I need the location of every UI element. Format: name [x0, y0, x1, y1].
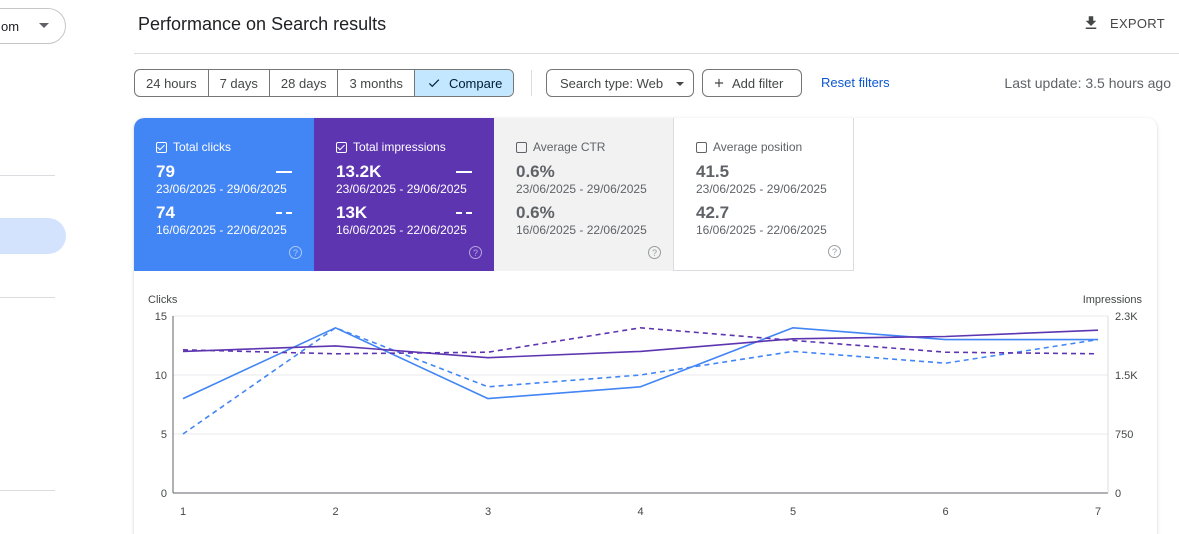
chevron-down-icon — [39, 23, 49, 28]
sidebar-item-active[interactable] — [0, 218, 66, 254]
metric-range-previous: 16/06/2025 - 22/06/2025 — [696, 223, 827, 237]
chart-svg: Clicks Impressions 0 5 10 15 0 750 1.5K 2.3K 1 2 3… — [148, 294, 1143, 518]
metric-value-previous: 0.6% — [516, 203, 555, 222]
x-tick-label: 1 — [180, 506, 186, 518]
performance-card: Total clicks 79 23/06/2025 - 29/06/2025 … — [134, 118, 1157, 534]
metric-range-previous: 16/06/2025 - 22/06/2025 — [156, 223, 287, 237]
impressions-current-series-line — [182, 329, 1099, 359]
sidebar-divider — [0, 175, 55, 176]
help-icon[interactable]: ? — [289, 246, 302, 259]
metric-range-current: 23/06/2025 - 29/06/2025 — [516, 182, 647, 196]
help-icon[interactable]: ? — [828, 245, 841, 258]
metric-label: Average position — [713, 140, 803, 154]
chevron-down-icon — [676, 82, 684, 86]
x-tick-label: 6 — [942, 506, 948, 518]
reset-filters-link[interactable]: Reset filters — [821, 75, 890, 90]
right-axis-label: Impressions — [1083, 294, 1143, 306]
x-tick-label: 4 — [637, 506, 643, 518]
date-option-3-months[interactable]: 3 months — [338, 70, 415, 96]
add-filter-button[interactable]: Add filter — [702, 69, 802, 97]
date-option-28-days[interactable]: 28 days — [270, 70, 339, 96]
metric-tile-average-ctr[interactable]: Average CTR 0.6% 23/06/2025 - 29/06/2025… — [494, 118, 674, 271]
check-icon — [428, 79, 440, 88]
page-title: Performance on Search results — [138, 14, 387, 34]
date-range-selector: 24 hours 7 days 28 days 3 months Compare — [134, 69, 515, 97]
metric-range-previous: 16/06/2025 - 22/06/2025 — [516, 223, 647, 237]
left-tick-label: 5 — [161, 429, 167, 441]
sidebar-divider — [0, 490, 55, 491]
clicks-previous-series-line — [182, 326, 1099, 435]
search-type-label: Search type: Web — [560, 75, 664, 91]
export-label: EXPORT — [1109, 15, 1165, 31]
metric-range-previous: 16/06/2025 - 22/06/2025 — [336, 223, 467, 237]
x-tick-label: 3 — [485, 506, 491, 518]
metric-value-previous: 13K — [336, 203, 368, 222]
export-button[interactable]: EXPORT — [1082, 14, 1165, 32]
right-tick-label: 1.5K — [1115, 370, 1138, 382]
checkbox-checked-icon[interactable] — [336, 141, 347, 153]
left-tick-label: 10 — [155, 370, 167, 382]
metric-tile-average-position[interactable]: Average position 41.5 23/06/2025 - 29/06… — [674, 118, 854, 271]
header-divider — [134, 53, 1179, 54]
metric-tile-total-impressions[interactable]: Total impressions 13.2K 23/06/2025 - 29/… — [314, 118, 494, 271]
checkbox-unchecked-icon[interactable] — [696, 141, 707, 153]
date-option-24-hours[interactable]: 24 hours — [135, 70, 209, 96]
metric-range-current: 23/06/2025 - 29/06/2025 — [156, 182, 287, 196]
property-selector[interactable]: om — [0, 8, 66, 44]
metric-range-current: 23/06/2025 - 29/06/2025 — [696, 182, 827, 196]
right-tick-label: 0 — [1115, 488, 1121, 500]
x-tick-label: 5 — [790, 506, 796, 518]
dashed-line-key-icon — [456, 212, 472, 214]
x-tick-label: 7 — [1095, 506, 1101, 518]
metric-value-previous: 42.7 — [696, 203, 730, 222]
metric-value-previous: 74 — [156, 203, 175, 222]
metric-tile-total-clicks[interactable]: Total clicks 79 23/06/2025 - 29/06/2025 … — [134, 118, 314, 271]
impressions-previous-series-line — [182, 326, 1099, 355]
metric-range-current: 23/06/2025 - 29/06/2025 — [336, 182, 467, 196]
right-tick-label: 2.3K — [1115, 311, 1138, 323]
sidebar-divider — [0, 297, 55, 298]
download-icon — [1085, 16, 1097, 29]
plus-icon — [714, 78, 724, 88]
last-update-text: Last update: 3.5 hours ago — [1004, 75, 1171, 91]
metric-label: Total clicks — [173, 140, 232, 154]
metric-value-current: 41.5 — [696, 162, 730, 181]
right-tick-label: 750 — [1115, 429, 1133, 441]
date-option-compare[interactable]: Compare — [414, 70, 514, 96]
metric-label: Total impressions — [353, 140, 446, 154]
checkbox-unchecked-icon[interactable] — [516, 141, 527, 153]
help-icon[interactable]: ? — [469, 246, 482, 259]
x-tick-label: 2 — [332, 506, 338, 518]
left-tick-label: 15 — [155, 311, 167, 323]
search-type-dropdown[interactable]: Search type: Web — [546, 69, 694, 97]
checkbox-checked-icon[interactable] — [156, 141, 167, 153]
compare-label: Compare — [448, 75, 503, 91]
metric-value-current: 13.2K — [336, 162, 382, 181]
help-icon[interactable]: ? — [648, 246, 661, 259]
date-option-7-days[interactable]: 7 days — [209, 70, 270, 96]
add-filter-label: Add filter — [732, 75, 784, 91]
clicks-current-series-line — [182, 326, 1098, 400]
left-axis-label: Clicks — [148, 294, 178, 306]
filter-divider — [531, 70, 532, 96]
left-tick-label: 0 — [161, 488, 167, 500]
dashed-line-key-icon — [276, 212, 292, 214]
metric-value-current: 79 — [156, 162, 175, 181]
solid-line-key-icon — [456, 171, 472, 173]
solid-line-key-icon — [276, 171, 292, 173]
sidebar: om — [0, 0, 118, 534]
metric-value-current: 0.6% — [516, 162, 555, 181]
property-label: om — [1, 18, 20, 34]
performance-chart: Clicks Impressions 0 5 10 15 0 750 1.5K 2.3K 1 2 3… — [134, 288, 1157, 534]
metric-label: Average CTR — [533, 140, 606, 154]
